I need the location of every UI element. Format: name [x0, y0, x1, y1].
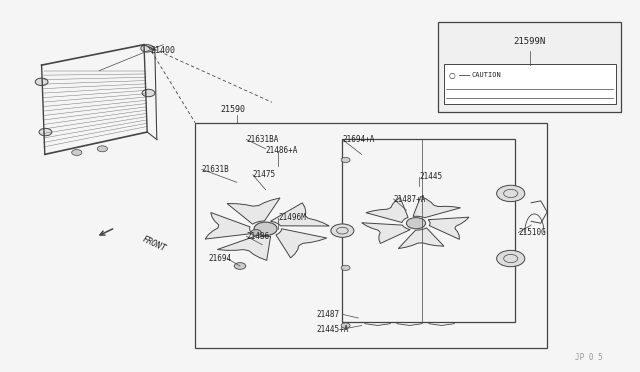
Circle shape: [331, 224, 354, 237]
Text: 21445+A: 21445+A: [317, 325, 349, 334]
Polygon shape: [271, 203, 330, 226]
Circle shape: [497, 185, 525, 202]
Text: 21486: 21486: [246, 232, 269, 241]
Text: 21486+A: 21486+A: [266, 146, 298, 155]
Text: 21631B: 21631B: [202, 165, 229, 174]
Circle shape: [341, 265, 350, 270]
Polygon shape: [366, 198, 408, 222]
Text: 21694: 21694: [208, 254, 231, 263]
Text: 21599N: 21599N: [513, 38, 546, 46]
Circle shape: [251, 230, 261, 235]
Text: ○: ○: [449, 71, 455, 80]
Polygon shape: [276, 229, 327, 258]
Circle shape: [97, 146, 108, 152]
Text: 21496M: 21496M: [278, 213, 306, 222]
Circle shape: [497, 250, 525, 267]
Circle shape: [341, 323, 350, 328]
Text: CAUTION: CAUTION: [472, 72, 501, 78]
Bar: [438, 22, 621, 112]
Polygon shape: [428, 217, 469, 239]
Polygon shape: [362, 223, 410, 244]
Text: 21694+A: 21694+A: [342, 135, 375, 144]
Polygon shape: [227, 198, 280, 224]
Text: 21487: 21487: [317, 310, 340, 319]
Text: 21590: 21590: [221, 105, 246, 114]
Text: FRONT: FRONT: [141, 234, 167, 253]
Text: 21400: 21400: [150, 46, 176, 55]
Bar: [342, 140, 515, 322]
Circle shape: [341, 157, 350, 163]
Text: 21475: 21475: [253, 170, 276, 179]
Circle shape: [141, 45, 154, 52]
Bar: [444, 64, 616, 104]
Circle shape: [254, 222, 277, 235]
Text: 21445: 21445: [419, 172, 442, 181]
Text: JP 0 5: JP 0 5: [575, 353, 603, 362]
Circle shape: [142, 89, 155, 97]
Polygon shape: [413, 196, 461, 218]
Circle shape: [72, 150, 82, 155]
Circle shape: [35, 78, 48, 86]
Polygon shape: [218, 235, 271, 260]
Circle shape: [39, 128, 52, 136]
Circle shape: [406, 218, 426, 229]
Polygon shape: [205, 212, 253, 239]
Circle shape: [234, 263, 246, 269]
Polygon shape: [398, 228, 444, 248]
Text: 21510G: 21510G: [518, 228, 546, 237]
Text: 21631BA: 21631BA: [246, 135, 279, 144]
Text: 21487+A: 21487+A: [394, 195, 426, 203]
Bar: [195, 123, 547, 348]
